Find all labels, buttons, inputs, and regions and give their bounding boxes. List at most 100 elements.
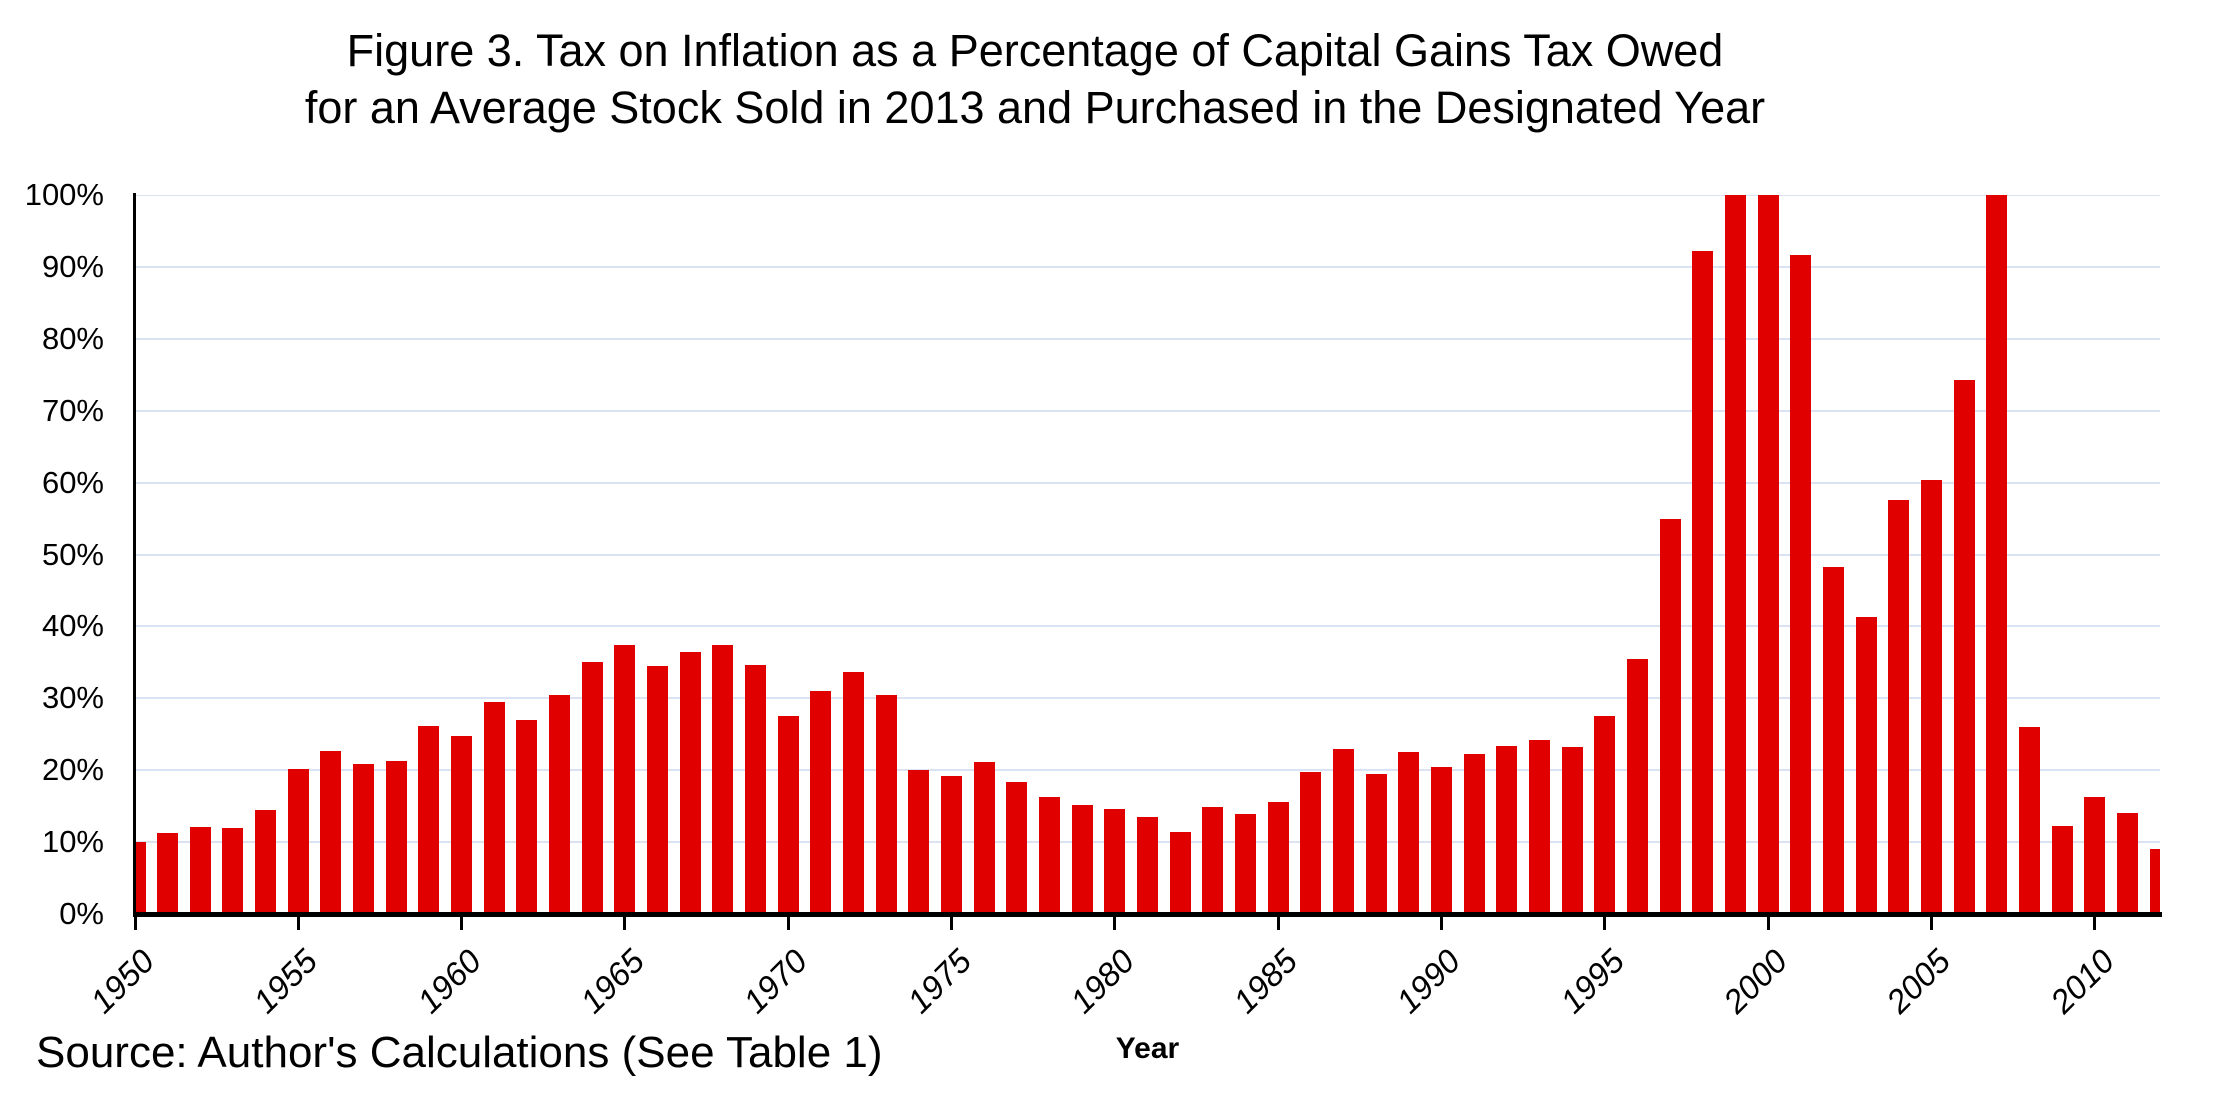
chart-title: Figure 3. Tax on Inflation as a Percenta… [60, 22, 2010, 136]
bar-1961 [483, 701, 505, 914]
x-tick-1955 [296, 917, 300, 930]
bar-1970 [777, 716, 799, 914]
bar-2005 [1920, 480, 1942, 914]
bar-1996 [1626, 658, 1648, 914]
bar-1991 [1463, 754, 1485, 914]
x-tick-1975 [950, 917, 954, 930]
bar-1995 [1594, 716, 1616, 914]
bar-1964 [581, 662, 603, 914]
bar-2000 [1757, 195, 1779, 914]
x-tick-1995 [1603, 917, 1607, 930]
y-tick-label-80%: 80% [41, 320, 104, 356]
bar-1999 [1724, 195, 1746, 914]
bar-1959 [418, 726, 440, 914]
gridline-90% [135, 265, 2160, 268]
plot-area [135, 195, 2160, 914]
x-tick-label-1960: 1960 [409, 942, 488, 1021]
bar-2004 [1888, 499, 1910, 914]
gridline-70% [135, 409, 2160, 412]
x-tick-1965 [623, 917, 627, 930]
bar-1983 [1202, 806, 1224, 914]
x-tick-label-1980: 1980 [1062, 942, 1141, 1021]
bar-1976 [973, 761, 995, 914]
gridline-20% [135, 769, 2160, 772]
source-note: Source: Author's Calculations (See Table… [36, 1028, 883, 1077]
x-tick-label-1985: 1985 [1226, 942, 1305, 1021]
bar-1969 [745, 664, 767, 914]
y-tick-label-60%: 60% [41, 464, 104, 500]
bar-1990 [1430, 766, 1452, 914]
bar-1979 [1071, 804, 1093, 914]
y-tick-label-50%: 50% [41, 536, 104, 572]
bar-1966 [647, 665, 669, 914]
gridline-30% [135, 697, 2160, 700]
bar-2001 [1790, 254, 1812, 914]
bar-2008 [2018, 727, 2040, 914]
bar-1950 [135, 842, 146, 914]
bar-1952 [189, 827, 211, 914]
bar-1971 [810, 691, 832, 914]
x-tick-label-1975: 1975 [899, 942, 978, 1021]
x-tick-1985 [1276, 917, 1280, 930]
bar-1951 [157, 832, 179, 914]
gridline-40% [135, 625, 2160, 628]
chart-title-line1: Figure 3. Tax on Inflation as a Percenta… [346, 25, 1724, 76]
bar-1957 [353, 764, 375, 914]
y-axis-line [133, 193, 136, 917]
y-tick-label-30%: 30% [41, 680, 104, 716]
bar-1965 [614, 645, 636, 914]
bar-1986 [1300, 771, 1322, 914]
x-tick-1970 [786, 917, 790, 930]
bar-1953 [222, 827, 244, 914]
bar-1973 [875, 695, 897, 914]
bar-1958 [385, 760, 407, 914]
gridline-50% [135, 553, 2160, 556]
y-tick-label-10%: 10% [41, 824, 104, 860]
chart-title-line2: for an Average Stock Sold in 2013 and Pu… [304, 82, 1766, 133]
x-tick-2005 [1929, 917, 1933, 930]
x-tick-label-2010: 2010 [2042, 942, 2121, 1021]
x-tick-label-1955: 1955 [246, 942, 325, 1021]
bar-1994 [1561, 747, 1583, 914]
bar-1974 [908, 770, 930, 914]
x-tick-1990 [1439, 917, 1443, 930]
bar-1962 [516, 719, 538, 914]
bar-1997 [1659, 518, 1681, 914]
bar-1972 [843, 671, 865, 914]
bar-1982 [1169, 832, 1191, 914]
bar-1955 [287, 769, 309, 914]
x-tick-2010 [2093, 917, 2097, 930]
bar-2009 [2051, 825, 2073, 914]
x-tick-label-1990: 1990 [1389, 942, 1468, 1021]
y-tick-label-100%: 100% [24, 177, 104, 212]
bar-1981 [1137, 816, 1158, 914]
bar-1977 [1006, 781, 1028, 914]
bar-1967 [679, 651, 701, 914]
bar-1984 [1234, 814, 1256, 914]
bar-2002 [1822, 566, 1844, 914]
y-tick-label-40%: 40% [41, 608, 104, 644]
bar-2012 [2149, 849, 2160, 914]
bar-1978 [1039, 796, 1061, 914]
gridline-60% [135, 481, 2160, 484]
x-axis-title: Year [1115, 1032, 1180, 1065]
y-tick-label-20%: 20% [41, 752, 104, 788]
bar-1960 [451, 736, 473, 914]
bar-1998 [1692, 251, 1714, 914]
x-axis-line [133, 912, 2162, 917]
bar-1963 [549, 695, 571, 914]
bar-1987 [1332, 749, 1354, 914]
gridline-80% [135, 337, 2160, 340]
bar-2007 [1986, 195, 2008, 914]
bar-2006 [1953, 379, 1975, 914]
bar-1954 [255, 809, 277, 914]
bar-1993 [1528, 740, 1550, 914]
bar-1989 [1398, 751, 1420, 914]
bar-1956 [320, 750, 342, 914]
y-tick-label-90%: 90% [41, 248, 104, 284]
x-tick-label-1970: 1970 [736, 942, 815, 1021]
bar-1985 [1267, 801, 1289, 914]
y-tick-label-70%: 70% [41, 392, 104, 428]
x-tick-2000 [1766, 917, 1770, 930]
